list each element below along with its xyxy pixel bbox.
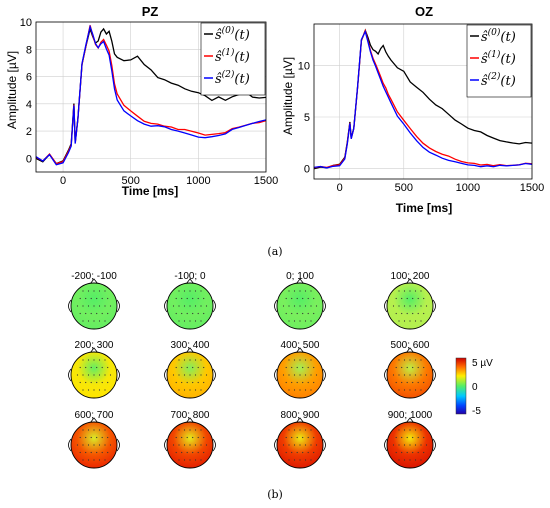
oz-xtick-label: 1000 — [456, 182, 480, 194]
oz-legend-label-0: ŝ(0)(t) — [481, 27, 516, 45]
pz-ytick-label: 8 — [26, 44, 32, 56]
pz-series-2 — [35, 24, 267, 166]
pz-title: PZ — [142, 4, 159, 19]
colorbar-min-label: -5 — [472, 406, 481, 417]
topo-map-label: 100; 200 — [391, 271, 430, 282]
topo-map: 100; 200 — [384, 271, 436, 330]
oz-series-2 — [313, 29, 533, 169]
topo-map-label: 700; 800 — [171, 410, 210, 421]
panel-b-caption: (b) — [267, 488, 283, 501]
pz-xtick-label: 1000 — [186, 175, 210, 187]
pz-ytick-label: 6 — [26, 72, 32, 84]
topo-map: 600; 700 — [68, 410, 120, 469]
topo-map-label: 200; 300 — [75, 340, 114, 351]
topo-map-label: -100; 0 — [174, 271, 206, 282]
topo-map-label: 600; 700 — [75, 410, 114, 421]
topo-map-label: -200; -100 — [71, 271, 117, 282]
pz-chart: PZ 0 500 1000 1500 0 2 4 6 8 10 ŝ(0)(t) ŝ(1)(t) ŝ(2)… — [5, 4, 278, 198]
colorbar-mid-label: 0 — [472, 382, 478, 393]
oz-ytick-label: 0 — [304, 164, 310, 176]
oz-ytick-label: 5 — [304, 112, 310, 124]
oz-xtick-label: 1500 — [520, 182, 544, 194]
panel-a-caption: (a) — [267, 245, 282, 258]
pz-xtick-label: 1500 — [254, 175, 278, 187]
oz-xtick-label: 500 — [395, 182, 413, 194]
topo-map: 0; 100 — [274, 271, 326, 330]
oz-legend — [466, 24, 532, 98]
topo-map: 200; 300 — [68, 340, 120, 399]
pz-legend-label-0: ŝ(0)(t) — [215, 25, 250, 43]
topo-map: 900; 1000 — [384, 410, 436, 469]
pz-xtick-label: 0 — [60, 175, 66, 187]
topo-map: -100; 0 — [164, 271, 216, 330]
topo-map-label: 300; 400 — [171, 340, 210, 351]
topo-map-label: 400; 500 — [281, 340, 320, 351]
topo-map: -200; -100 — [68, 271, 120, 330]
pz-ylabel: Amplitude [µV] — [5, 51, 19, 129]
oz-chart: OZ 0 500 1000 1500 0 5 10 ŝ(0)(t) ŝ(1)(t) ŝ(2)(t)… — [281, 4, 544, 215]
pz-legend — [200, 22, 266, 96]
pz-legend-label-1: ŝ(1)(t) — [215, 47, 250, 65]
oz-ytick-label: 10 — [298, 60, 310, 72]
topo-map-label: 0; 100 — [286, 271, 314, 282]
pz-legend-label-2: ŝ(2)(t) — [215, 69, 250, 87]
pz-xtick-label: 500 — [122, 175, 140, 187]
topo-map-label: 500; 600 — [391, 340, 430, 351]
topo-map-label: 900; 1000 — [388, 410, 433, 421]
topo-map: 300; 400 — [164, 340, 216, 399]
pz-ytick-label: 2 — [26, 126, 32, 138]
oz-xlabel: Time [ms] — [396, 201, 452, 215]
topo-map: 500; 600 — [384, 340, 436, 399]
topo-map: 800; 900 — [274, 410, 326, 469]
oz-ylabel: Amplitude [µV] — [281, 57, 295, 135]
topographic-maps: -200; -100 -100; 0 0; 100 100; 200 200; 300 3… — [68, 271, 436, 469]
pz-ytick-label: 10 — [20, 17, 32, 29]
topo-map-label: 800; 900 — [281, 410, 320, 421]
oz-legend-label-2: ŝ(2)(t) — [481, 71, 516, 89]
topo-map: 700; 800 — [164, 410, 216, 469]
oz-title: OZ — [415, 4, 433, 19]
topo-map: 400; 500 — [274, 340, 326, 399]
oz-legend-label-1: ŝ(1)(t) — [481, 49, 516, 67]
pz-ytick-label: 0 — [26, 153, 32, 165]
pz-xlabel: Time [ms] — [122, 184, 178, 198]
pz-ytick-label: 4 — [26, 99, 32, 111]
colorbar: 5 µV 0 -5 — [455, 357, 493, 417]
colorbar-max-label: 5 µV — [472, 358, 493, 369]
oz-axes-frame — [313, 23, 533, 180]
pz-axes-frame — [35, 21, 267, 173]
oz-xtick-label: 0 — [337, 182, 343, 194]
